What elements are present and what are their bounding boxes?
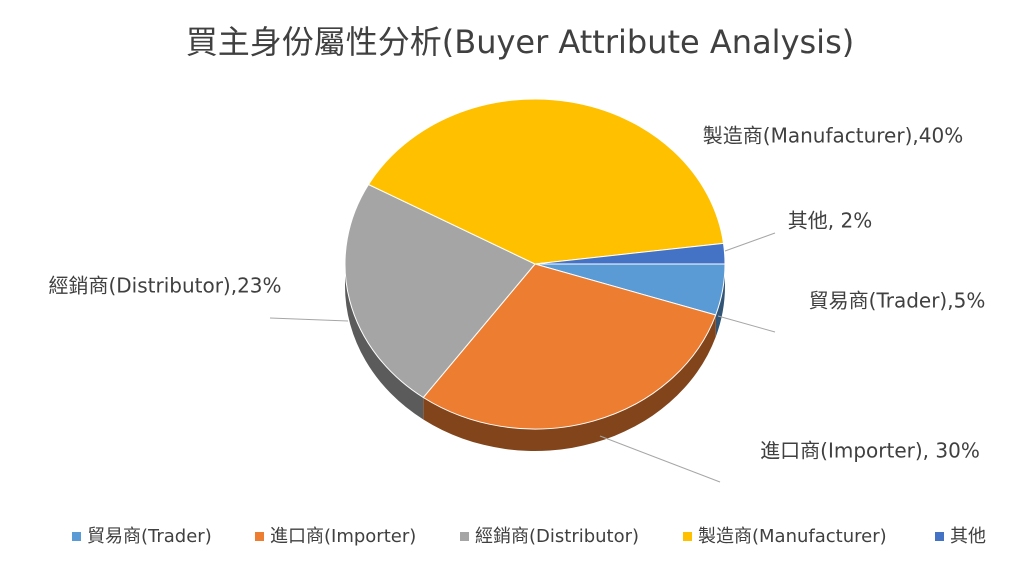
leader-line: [269, 317, 349, 322]
legend-swatch: [935, 532, 944, 541]
leader-line: [724, 232, 776, 252]
legend-label: 其他: [950, 526, 986, 547]
slice-side: [345, 264, 424, 420]
chart-title: 買主身份屬性分析(Buyer Attribute Analysis): [186, 23, 854, 61]
slice-side: [423, 314, 716, 451]
data-label: 貿易商(Trader),5%: [809, 289, 986, 313]
data-label: 其他, 2%: [788, 209, 872, 233]
legend-swatch: [460, 532, 469, 541]
leader-line: [717, 315, 776, 333]
legend-swatch: [72, 532, 81, 541]
slice: [534, 242, 726, 265]
leader-line: [599, 435, 721, 483]
slice: [367, 98, 725, 265]
legend-swatch: [255, 532, 264, 541]
data-label: 進口商(Importer), 30%: [760, 439, 980, 463]
legend-label: 貿易商(Trader): [87, 526, 212, 547]
slice: [422, 263, 717, 430]
legend-swatch: [683, 532, 692, 541]
legend-label: 進口商(Importer): [270, 526, 416, 547]
legend-label: 製造商(Manufacturer): [698, 526, 887, 547]
slice: [344, 183, 536, 399]
legend-label: 經銷商(Distributor): [475, 526, 639, 547]
data-label: 製造商(Manufacturer),40%: [703, 124, 963, 148]
data-label: 經銷商(Distributor),23%: [48, 274, 281, 298]
